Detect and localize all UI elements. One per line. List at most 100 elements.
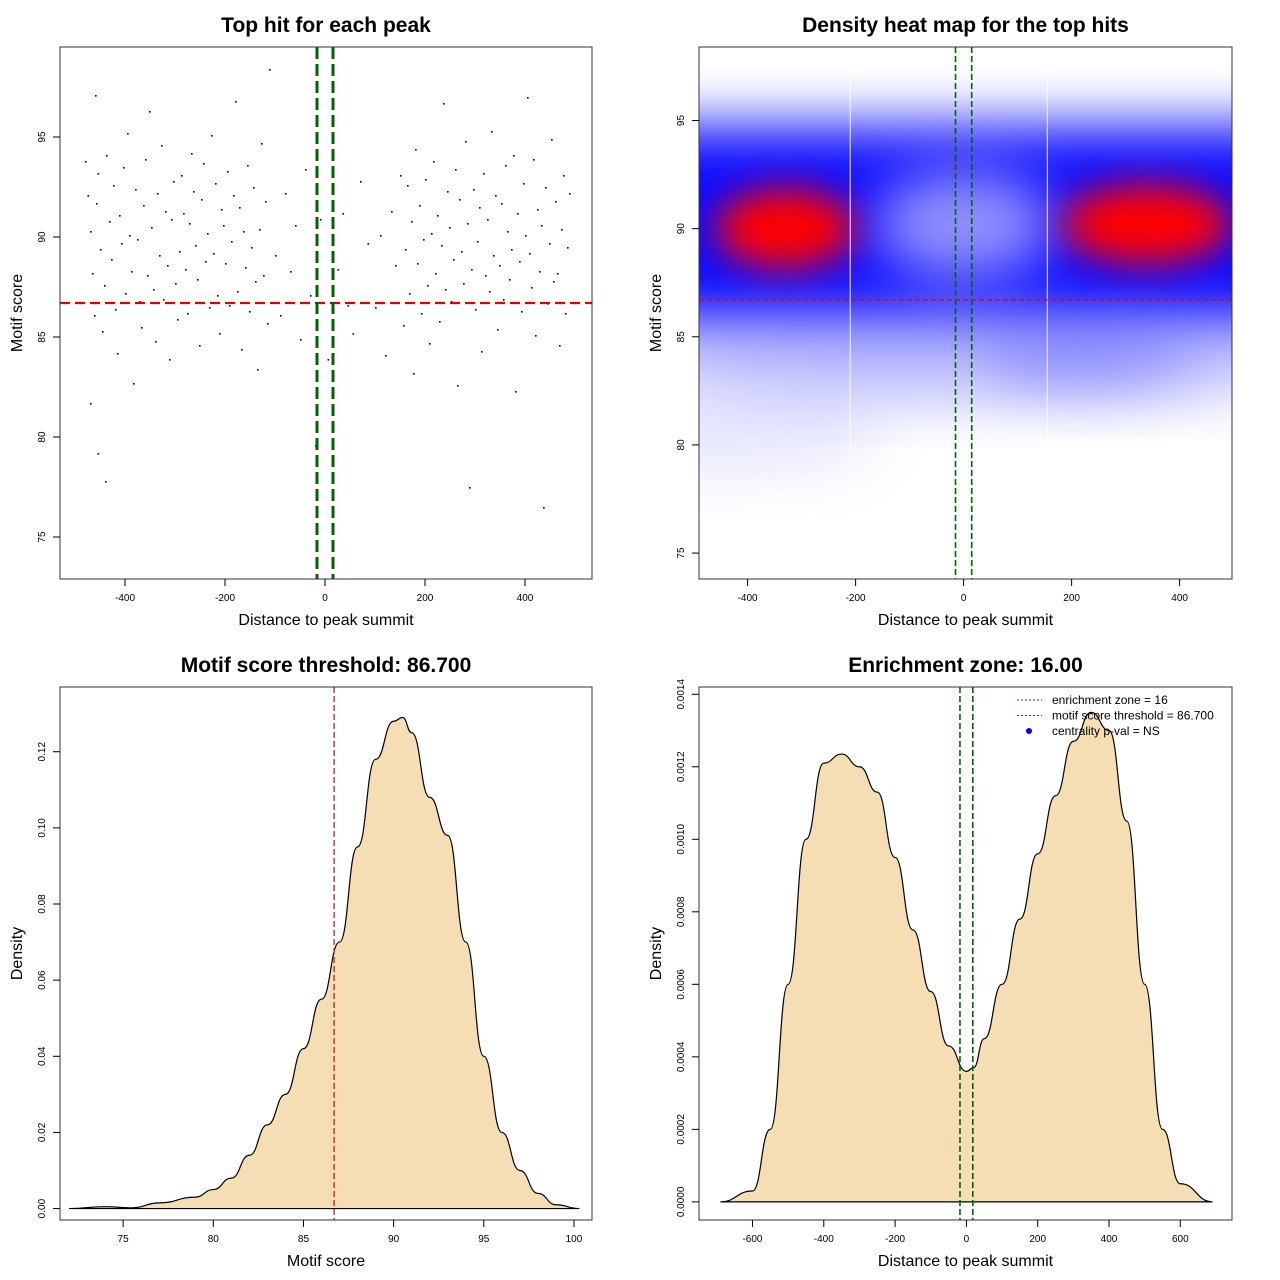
data-point [555,201,557,203]
y-tick-label: 95 [676,115,687,127]
y-tick-label: 0.08 [37,894,48,914]
data-point [479,207,481,209]
data-point [280,315,282,317]
y-tick-label: 95 [37,131,48,143]
data-point [565,313,567,315]
data-point [409,293,411,295]
data-point [229,305,231,307]
data-point [95,95,97,97]
data-point [187,313,189,315]
data-point [211,135,213,137]
data-point [129,235,131,237]
plot-frame [59,46,593,580]
data-point [275,255,277,257]
data-point [217,295,219,297]
data-point [300,339,302,341]
data-point [145,159,147,161]
data-point [90,403,92,405]
legend: enrichment zone = 16 motif score threshol… [1017,693,1214,738]
x-tick-label: 85 [298,1234,310,1245]
y-tick-label: 80 [37,431,48,443]
data-point [505,165,507,167]
x-tick-label: 400 [1171,593,1188,604]
y-tick-label: 90 [37,231,48,243]
data-point [461,251,463,253]
y-axis-label: Density [9,927,26,980]
data-point [503,299,505,301]
data-point [161,145,163,147]
data-point [221,209,223,211]
data-point [509,279,511,281]
data-point [106,155,108,157]
y-tick-label: 0.0012 [676,751,687,782]
x-tick-label: 200 [1029,1234,1046,1245]
data-point [111,259,113,261]
data-point [199,345,201,347]
x-tick-label: 0 [964,1234,970,1245]
data-point [443,103,445,105]
plot-frame [59,686,593,1221]
data-point [251,247,253,249]
data-point [241,349,243,351]
data-point [457,385,459,387]
data-point [445,289,447,291]
data-point [515,391,517,393]
data-point [527,97,529,99]
y-axis-label: Motif score [648,274,665,352]
data-point [247,165,249,167]
data-point [385,355,387,357]
data-point [473,189,475,191]
y-tick-label: 0.0000 [676,1186,687,1217]
x-tick-label: -400 [115,593,135,604]
x-tick-label: -400 [814,1234,834,1245]
data-point [94,315,96,317]
data-point [501,203,503,205]
data-point [233,195,235,197]
data-point [159,255,161,257]
data-point [310,295,312,297]
data-point [459,199,461,201]
data-point [295,225,297,227]
data-point [405,249,407,251]
data-point [511,249,513,251]
data-point [197,279,199,281]
data-point [87,195,90,197]
data-point [403,325,405,327]
data-point [421,313,423,315]
x-axis-label: Distance to peak summit [878,612,1054,629]
data-point [463,283,465,285]
data-point [123,167,125,169]
density-curve [720,711,1213,1203]
data-point [193,191,195,193]
data-point [131,271,133,273]
data-point [507,231,509,233]
legend-entry: centrality p-val = NS [1052,724,1160,738]
data-point [497,329,499,331]
y-axis-label: Density [648,927,665,980]
data-point [305,169,307,171]
data-point [157,193,159,195]
data-point [237,291,239,293]
data-point [102,331,104,333]
data-point [415,149,417,151]
x-tick-label: 400 [1101,1234,1118,1245]
data-point [425,179,427,181]
data-point [96,203,98,205]
data-point [195,245,197,247]
data-point [523,183,525,185]
data-point [449,227,451,229]
data-point [121,243,123,245]
density-gap [873,169,1054,280]
data-point [165,211,167,213]
x-tick-label: 0 [961,593,967,604]
x-tick-label: -200 [885,1234,905,1245]
data-point [269,69,271,71]
data-point [143,205,145,207]
x-axis-label: Motif score [287,1253,365,1270]
data-point [117,353,119,355]
data-point [290,271,292,273]
data-point [537,209,539,211]
data-point [245,267,247,269]
x-tick-label: 200 [1063,593,1080,604]
